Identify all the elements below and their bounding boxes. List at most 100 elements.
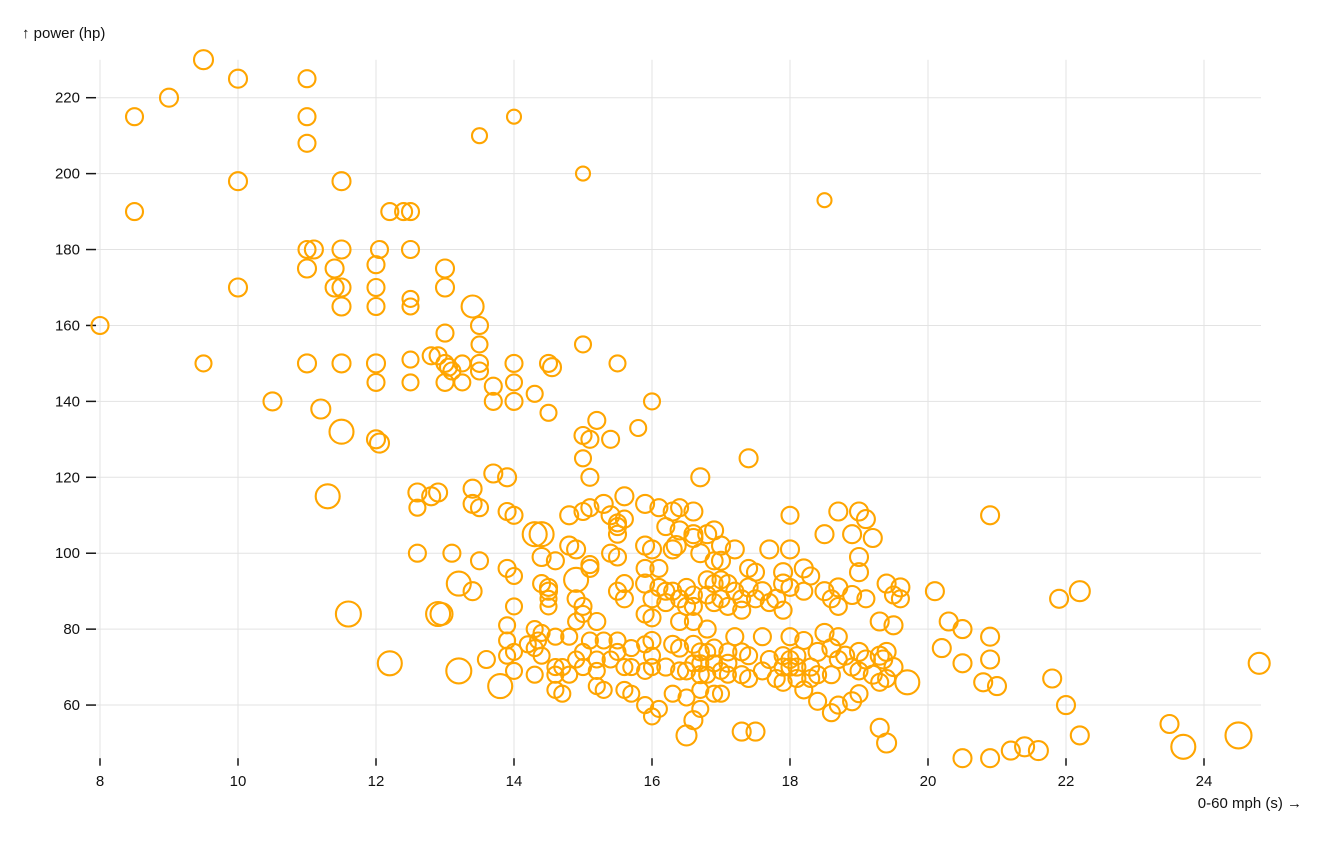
y-tick-label: 160 (55, 317, 80, 334)
data-point (649, 498, 669, 518)
data-point (649, 558, 669, 578)
data-point (331, 353, 352, 374)
data-point (324, 277, 345, 298)
data-point (828, 596, 848, 616)
data-point (780, 577, 800, 597)
data-point (525, 384, 544, 403)
data-point (794, 581, 814, 601)
data-point (1068, 580, 1091, 603)
data-point (324, 258, 345, 279)
data-point (855, 509, 876, 530)
data-point (642, 608, 662, 628)
data-point (487, 673, 514, 700)
data-point (986, 676, 1008, 697)
data-point (593, 493, 614, 514)
data-point (538, 581, 559, 601)
data-point (297, 107, 317, 127)
data-point (704, 551, 724, 571)
data-point (614, 486, 635, 507)
data-point (504, 353, 524, 373)
data-point (924, 581, 945, 602)
data-point (469, 361, 490, 381)
data-point (1014, 736, 1036, 758)
data-point (462, 581, 483, 602)
data-point (580, 498, 600, 518)
data-point (607, 517, 628, 537)
data-point (334, 600, 362, 628)
data-point (656, 657, 676, 677)
data-point (766, 588, 787, 609)
data-point (296, 258, 318, 279)
data-point (559, 505, 580, 526)
y-axis-title: ↑ power (hp) (22, 25, 105, 42)
data-point (607, 547, 628, 567)
data-point (580, 467, 600, 487)
data-point (470, 127, 489, 145)
data-point (124, 107, 145, 127)
data-point (566, 539, 587, 560)
data-point (656, 593, 676, 613)
data-point (559, 535, 580, 556)
data-point (622, 658, 641, 677)
data-point (401, 297, 420, 316)
data-point (580, 429, 600, 449)
data-point (601, 429, 621, 449)
data-point (1224, 721, 1253, 750)
data-point (980, 748, 1001, 769)
data-point (677, 688, 696, 707)
x-tick-label: 16 (644, 773, 661, 790)
data-point (698, 665, 717, 684)
data-point (401, 289, 420, 308)
data-point (718, 665, 737, 684)
data-point (683, 501, 704, 522)
data-point (883, 615, 904, 636)
data-point (759, 539, 780, 560)
data-point (745, 589, 766, 609)
data-point (483, 391, 503, 411)
data-point (442, 543, 462, 563)
data-point (504, 391, 524, 411)
data-point (331, 296, 352, 317)
data-point (470, 335, 489, 354)
data-point (262, 391, 283, 412)
data-point (663, 684, 682, 703)
data-point (848, 546, 870, 568)
data-point (938, 611, 959, 632)
data-point (525, 665, 544, 684)
data-point (691, 699, 710, 718)
data-point (662, 539, 683, 560)
data-point (787, 657, 807, 677)
data-point (773, 600, 793, 620)
data-point (779, 539, 801, 560)
data-point (580, 558, 600, 578)
data-point (1159, 713, 1180, 735)
data-point (573, 658, 593, 677)
data-point (498, 616, 517, 635)
data-point (401, 350, 420, 369)
data-point (705, 684, 724, 703)
data-point (821, 665, 841, 685)
data-point (328, 418, 355, 445)
data-point (635, 558, 655, 578)
data-point (504, 505, 524, 525)
x-tick-label: 10 (230, 773, 247, 790)
y-tick-label: 120 (55, 469, 80, 486)
data-point (158, 87, 180, 108)
data-point (973, 672, 994, 693)
data-point (704, 638, 724, 658)
data-point (407, 482, 428, 503)
data-point (469, 353, 490, 373)
data-point (704, 593, 724, 613)
data-point (539, 403, 558, 422)
data-point (828, 501, 849, 522)
data-point (690, 467, 711, 488)
data-point (710, 550, 732, 571)
data-point (635, 493, 656, 514)
data-point (445, 570, 472, 597)
data-point (1042, 668, 1063, 689)
data-point (622, 639, 641, 658)
data-point (980, 649, 1001, 670)
data-point (573, 596, 593, 616)
data-point (546, 627, 565, 646)
data-point (952, 653, 973, 674)
